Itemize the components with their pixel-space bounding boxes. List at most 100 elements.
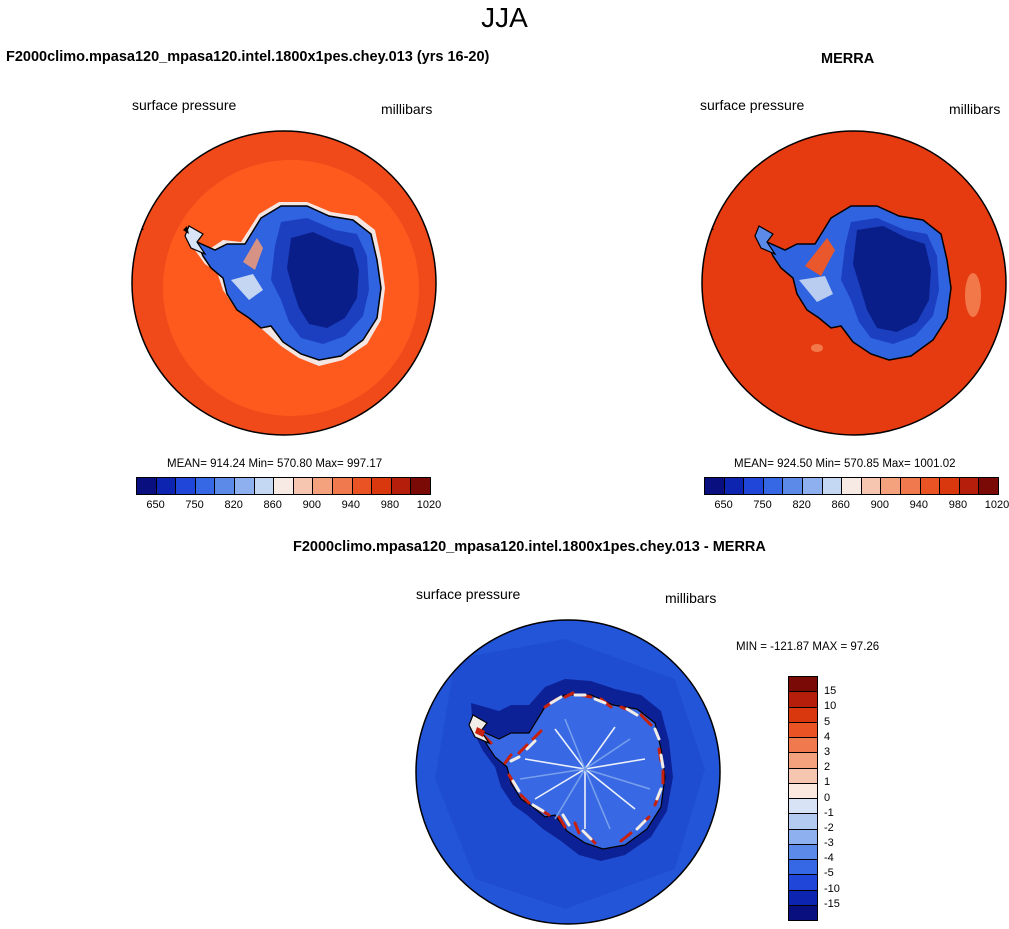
merra-ocean-patch-small xyxy=(811,344,823,352)
diff-left-label: surface pressure xyxy=(416,586,521,602)
colorbar-swatch xyxy=(156,478,177,494)
colorbar-swatch xyxy=(789,738,817,754)
diff-colorbar xyxy=(788,676,818,921)
colorbar-swatch xyxy=(789,722,817,738)
colorbar-tick-label: -1 xyxy=(824,806,834,819)
colorbar-tick-label: -15 xyxy=(824,897,840,910)
colorbar-tick-label: 940 xyxy=(341,499,361,511)
colorbar-swatch xyxy=(789,692,817,708)
colorbar-tick-label: -10 xyxy=(824,882,840,895)
model-polar-map xyxy=(131,130,437,436)
colorbar-swatch xyxy=(137,478,157,494)
colorbar-swatch xyxy=(789,875,817,891)
colorbar-swatch xyxy=(789,890,817,906)
merra-left-label: surface pressure xyxy=(700,97,805,113)
model-antarctica-core xyxy=(287,232,359,328)
colorbar-tick-label: 900 xyxy=(302,499,321,511)
colorbar-tick-label: 650 xyxy=(146,499,165,511)
figure-title: JJA xyxy=(481,2,528,33)
colorbar-swatch xyxy=(861,478,882,494)
colorbar-swatch xyxy=(920,478,941,494)
model-right-label: millibars xyxy=(381,101,433,117)
diff-panel-title: F2000climo.mpasa120_mpasa120.intel.1800x… xyxy=(293,539,766,555)
colorbar-swatch xyxy=(789,799,817,815)
colorbar-swatch xyxy=(195,478,216,494)
merra-colorbar-ticks: 650 750 820 860 900 940 980 1020 xyxy=(704,499,1009,513)
colorbar-tick-label: 10 xyxy=(824,700,837,713)
colorbar-swatch xyxy=(705,478,725,494)
colorbar-tick-label: -4 xyxy=(824,852,834,865)
colorbar-tick-label: 980 xyxy=(948,499,968,511)
colorbar-tick-label: 980 xyxy=(380,499,400,511)
merra-peninsula-light xyxy=(799,276,833,302)
colorbar-tick-label: 1020 xyxy=(416,499,442,511)
colorbar-tick-label: 15 xyxy=(824,685,837,698)
colorbar-swatch xyxy=(783,478,803,494)
colorbar-swatch xyxy=(215,478,235,494)
diff-polar-map xyxy=(415,619,721,925)
colorbar-swatch xyxy=(789,768,817,784)
colorbar-tick-label: 940 xyxy=(909,499,929,511)
colorbar-swatch xyxy=(789,707,817,723)
colorbar-tick-label: 860 xyxy=(263,499,282,511)
diff-samerica-tip xyxy=(420,703,428,716)
colorbar-swatch xyxy=(789,783,817,799)
colorbar-swatch xyxy=(822,478,843,494)
colorbar-tick-label: 750 xyxy=(185,499,204,511)
merra-panel-title: MERRA xyxy=(821,51,875,67)
colorbar-swatch xyxy=(789,814,817,830)
colorbar-swatch xyxy=(940,478,960,494)
colorbar-swatch xyxy=(293,478,314,494)
model-left-label: surface pressure xyxy=(132,97,237,113)
colorbar-tick-label: 1020 xyxy=(984,499,1009,511)
colorbar-swatch xyxy=(372,478,392,494)
model-peninsula xyxy=(184,225,207,256)
colorbar-swatch xyxy=(881,478,901,494)
merra-peninsula xyxy=(754,225,777,256)
colorbar-swatch xyxy=(842,478,862,494)
merra-ocean-patch xyxy=(965,273,981,317)
colorbar-tick-label: 4 xyxy=(824,730,831,743)
merra-colorbar xyxy=(704,477,999,495)
diff-interior-streaks xyxy=(519,718,651,830)
colorbar-swatch xyxy=(724,478,745,494)
diff-stats: MIN = -121.87 MAX = 97.26 xyxy=(736,641,880,653)
merra-stats: MEAN= 924.50 Min= 570.85 Max= 1001.02 xyxy=(734,458,956,470)
model-peninsula-island xyxy=(183,226,189,234)
diff-peninsula-red xyxy=(475,727,485,737)
colorbar-tick-label: 900 xyxy=(870,499,889,511)
colorbar-tick-label: 1 xyxy=(824,776,831,789)
merra-antarctica-core xyxy=(853,226,931,332)
diff-coast-streaks xyxy=(473,691,665,845)
colorbar-swatch xyxy=(313,478,333,494)
colorbar-tick-label: 650 xyxy=(714,499,733,511)
colorbar-tick-label: 0 xyxy=(824,791,831,804)
merra-right-label: millibars xyxy=(949,101,1001,117)
colorbar-tick-label: 2 xyxy=(824,761,831,774)
colorbar-tick-label: 820 xyxy=(792,499,811,511)
colorbar-swatch xyxy=(274,478,294,494)
colorbar-swatch xyxy=(789,829,817,845)
diff-colorbar-ticks: 15 10 5 4 3 2 1 0 -1 -2 -3 -4 -5 -10 -15 xyxy=(788,676,868,919)
model-colorbar-ticks: 650 750 820 860 900 940 980 1020 xyxy=(136,499,441,513)
colorbar-swatch xyxy=(391,478,412,494)
colorbar-swatch xyxy=(234,478,255,494)
colorbar-tick-label: 3 xyxy=(824,745,831,758)
colorbar-swatch xyxy=(763,478,784,494)
colorbar-tick-label: -2 xyxy=(824,821,834,834)
colorbar-swatch xyxy=(789,844,817,860)
colorbar-swatch xyxy=(254,478,275,494)
colorbar-tick-label: 750 xyxy=(753,499,772,511)
diff-right-label: millibars xyxy=(665,590,717,606)
colorbar-tick-label: -3 xyxy=(824,837,834,850)
colorbar-swatch xyxy=(744,478,764,494)
colorbar-swatch xyxy=(900,478,921,494)
colorbar-tick-label: 820 xyxy=(224,499,243,511)
merra-polar-map xyxy=(701,130,1007,436)
colorbar-tick-label: 860 xyxy=(831,499,850,511)
colorbar-swatch xyxy=(802,478,823,494)
model-panel-title: F2000climo.mpasa120_mpasa120.intel.1800x… xyxy=(6,49,490,65)
model-colorbar xyxy=(136,477,431,495)
colorbar-swatch xyxy=(176,478,196,494)
colorbar-swatch xyxy=(352,478,373,494)
